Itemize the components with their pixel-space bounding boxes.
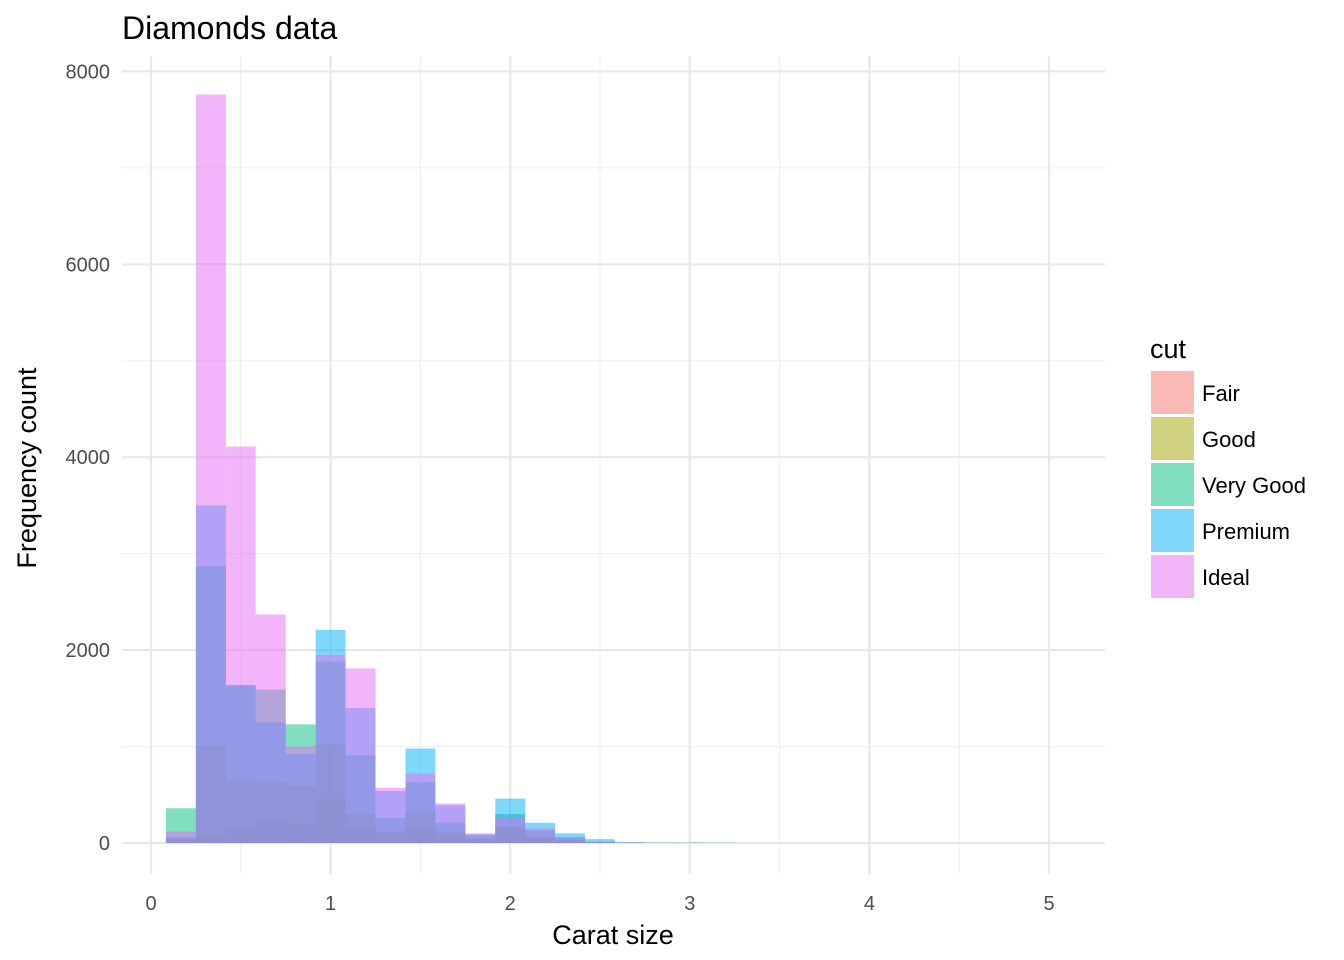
y-tick-label: 0 [99, 833, 110, 855]
x-tick-label: 3 [684, 893, 695, 915]
histogram-bar [285, 746, 316, 843]
legend-item: Good [1151, 417, 1256, 460]
histogram-bar [585, 842, 615, 843]
histogram-bar [225, 446, 256, 843]
histogram-bar [495, 817, 526, 843]
x-axis-ticks: 0 1 2 3 4 5 [145, 893, 1054, 915]
legend-label: Premium [1202, 519, 1290, 544]
histogram-bar [525, 828, 556, 843]
y-axis-ticks: 0 2000 4000 6000 8000 [66, 61, 111, 855]
histogram-bar [195, 94, 226, 844]
y-axis-title: Frequency count [12, 367, 42, 569]
histogram-bar [255, 614, 286, 843]
histogram-bar [165, 831, 196, 843]
legend-swatch [1151, 555, 1194, 598]
legend-swatch [1151, 417, 1194, 460]
histogram-bar [375, 788, 406, 843]
legend-swatch [1151, 371, 1194, 414]
legend-swatch [1151, 509, 1194, 552]
legend-label: Very Good [1202, 473, 1306, 498]
x-tick-label: 5 [1043, 893, 1054, 915]
x-tick-label: 0 [145, 893, 156, 915]
y-tick-label: 8000 [66, 61, 111, 83]
histogram-bar [405, 773, 436, 843]
histogram-bar [585, 839, 615, 843]
legend-item: Fair [1151, 371, 1240, 414]
legend-item: Very Good [1151, 463, 1306, 506]
legend-swatch [1151, 463, 1194, 506]
histogram-bar [435, 803, 466, 843]
y-tick-label: 2000 [66, 640, 111, 662]
legend-label: Good [1202, 427, 1256, 452]
histogram-bar [465, 833, 496, 843]
x-tick-label: 2 [505, 893, 516, 915]
legend-item: Premium [1151, 509, 1290, 552]
histogram-bar [345, 668, 376, 843]
y-tick-label: 6000 [66, 254, 111, 276]
histogram-bar [315, 654, 346, 843]
legend-label: Ideal [1202, 565, 1250, 590]
legend-item: Ideal [1151, 555, 1250, 598]
histogram-bar [614, 842, 645, 843]
histogram-bar [555, 837, 586, 843]
y-tick-label: 4000 [66, 447, 111, 469]
legend-label: Fair [1202, 381, 1240, 406]
histogram-bars [165, 94, 735, 844]
x-tick-label: 4 [864, 893, 875, 915]
series-ideal [165, 94, 675, 844]
legend-title: cut [1150, 334, 1187, 364]
legend: cut Fair Good Very Good Premium Ideal [1150, 334, 1306, 598]
x-tick-label: 1 [325, 893, 336, 915]
x-axis-title: Carat size [552, 920, 674, 950]
chart-title: Diamonds data [122, 10, 337, 46]
